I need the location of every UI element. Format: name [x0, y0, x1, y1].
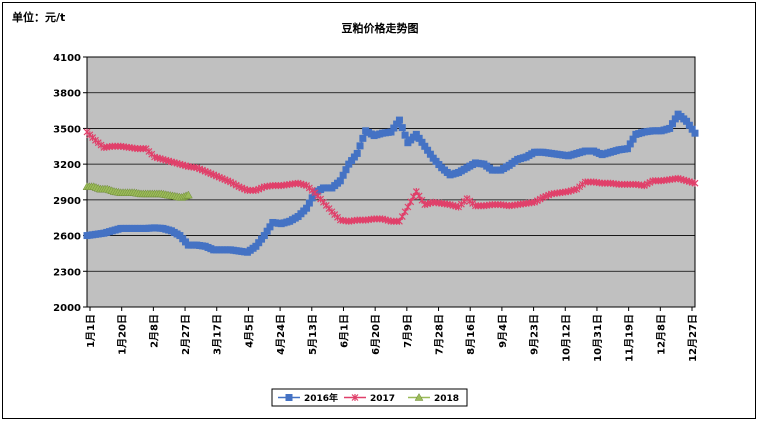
x-tick-label: 12月27日 [687, 314, 699, 362]
legend-item: 2018 [408, 392, 459, 404]
x-tick-label: 7月9日 [402, 314, 414, 348]
data-point [351, 394, 359, 401]
x-tick-label: 11月19日 [624, 314, 636, 362]
x-tick-label: 2月8日 [148, 314, 160, 348]
x-tick-label: 1月20日 [117, 314, 129, 355]
data-point [183, 190, 193, 199]
data-point [356, 142, 364, 150]
x-tick-label: 3月17日 [212, 314, 224, 355]
x-tick-label: 4月5日 [243, 314, 255, 348]
legend-label: 2016年 [304, 392, 338, 404]
data-point [414, 392, 424, 401]
x-tick-label: 10月31日 [592, 314, 604, 362]
data-point [398, 124, 406, 132]
y-tick-label: 4100 [53, 53, 81, 64]
data-point [691, 179, 699, 187]
series-1 [83, 128, 699, 225]
legend: 2016年 2017 2018 [271, 388, 468, 407]
y-tick-label: 3800 [53, 89, 81, 100]
x-tick-label: 6月1日 [338, 314, 350, 348]
x-tick-label: 9月4日 [497, 314, 509, 348]
y-tick-label: 3200 [53, 160, 81, 171]
y-tick-label: 3500 [53, 124, 81, 135]
x-tick-label: 10月12日 [560, 314, 572, 362]
data-point [395, 116, 403, 124]
data-point [401, 131, 409, 139]
x-tick-label: 5月13日 [307, 314, 319, 355]
y-axis: 2000 2300 2600 2900 3200 3500 3800 4100 [53, 53, 87, 314]
data-point [691, 129, 699, 137]
data-point [353, 149, 361, 157]
data-point [359, 134, 367, 142]
legend-item: 2017 [344, 394, 395, 404]
y-tick-label: 2600 [53, 232, 81, 243]
y-tick-label: 2900 [53, 196, 81, 207]
x-tick-label: 9月23日 [529, 314, 541, 355]
x-tick-label: 7月28日 [434, 314, 446, 355]
legend-item: 2016年 [278, 392, 338, 404]
series-0 [83, 110, 699, 256]
legend-label: 2017 [370, 394, 395, 404]
x-tick-label: 2月27日 [180, 314, 192, 355]
x-tick-label: 4月24日 [275, 314, 287, 355]
series-2 [82, 182, 193, 201]
unit-label: 单位：元/t [12, 11, 66, 24]
y-tick-label: 2000 [53, 303, 81, 314]
legend-label: 2018 [434, 394, 459, 404]
chart-title: 豆粕价格走势图 [341, 22, 419, 35]
x-tick-label: 8月16日 [465, 314, 477, 355]
x-tick-label: 6月20日 [370, 314, 382, 355]
legend-box [271, 388, 468, 407]
x-axis: 1月1日 1月20日 2月8日 2月27日 3月17日 4月5日 4月24日 5月13日 6月1… [85, 307, 699, 362]
x-tick-label: 12月8日 [655, 314, 667, 355]
y-tick-label: 2300 [53, 267, 81, 278]
x-tick-label: 1月1日 [85, 314, 97, 348]
data-point [285, 394, 293, 401]
series-layer [82, 110, 699, 256]
